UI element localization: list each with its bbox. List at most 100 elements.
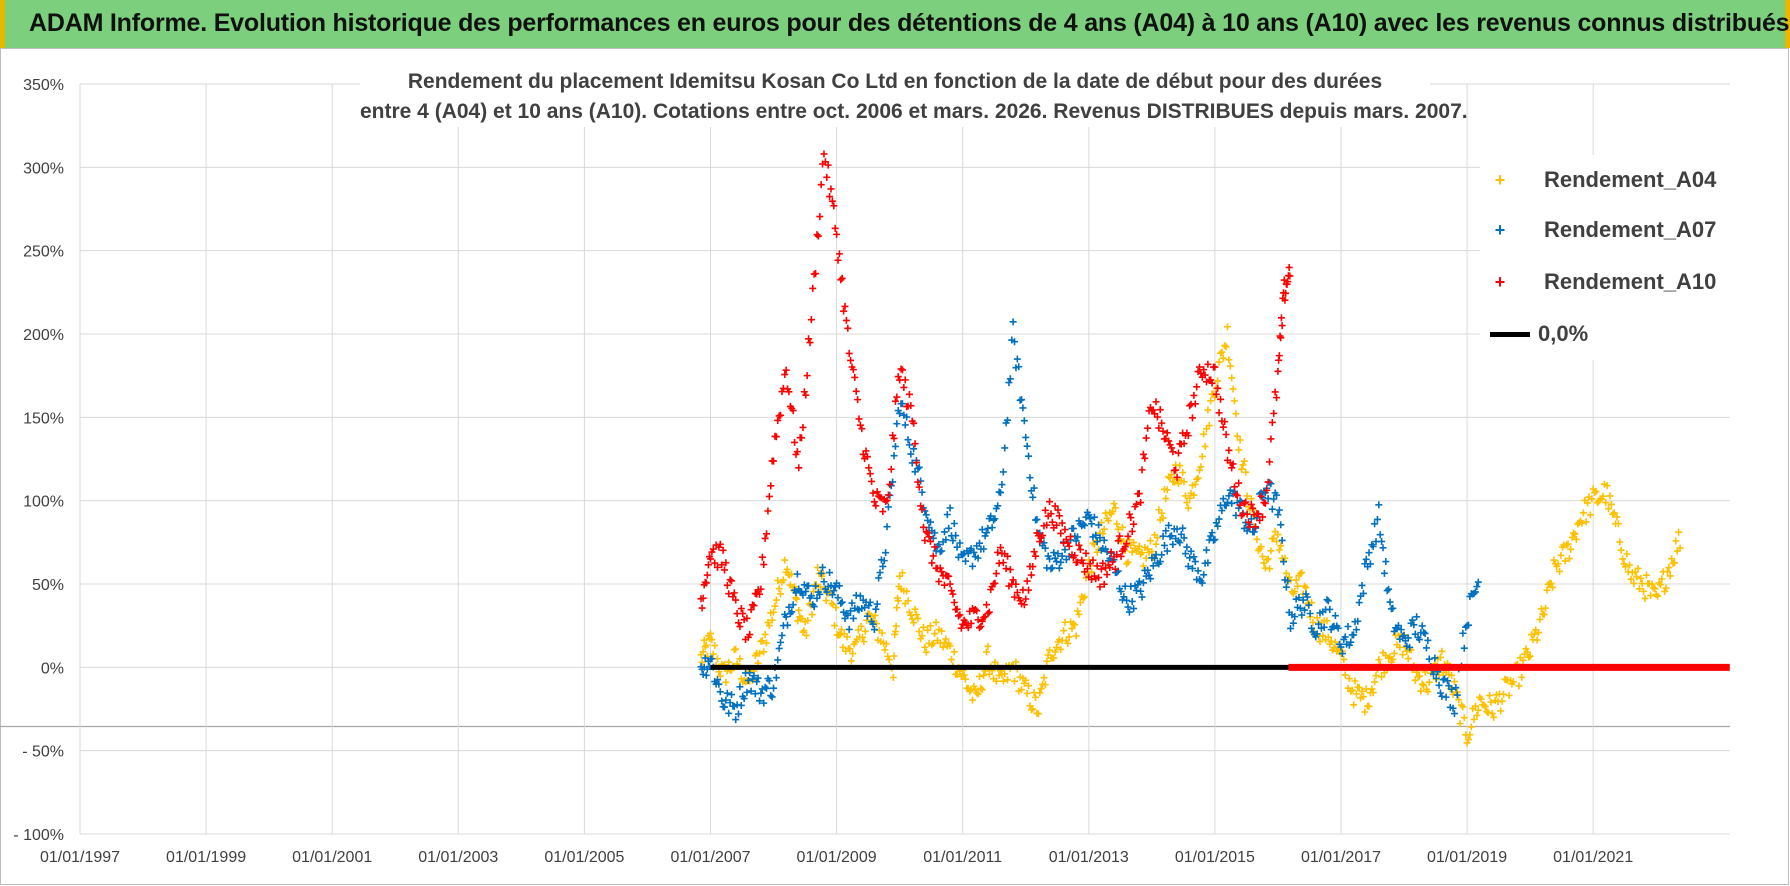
data-point xyxy=(709,650,717,658)
data-point xyxy=(980,671,988,679)
data-point xyxy=(890,434,898,442)
data-point xyxy=(1275,506,1283,514)
data-point xyxy=(1051,648,1059,656)
data-point xyxy=(831,583,839,591)
data-point xyxy=(1124,532,1132,540)
data-point xyxy=(898,569,906,577)
data-point xyxy=(862,447,870,455)
data-point xyxy=(1180,534,1188,542)
data-point xyxy=(1231,483,1238,491)
data-point xyxy=(1040,674,1048,682)
data-point xyxy=(1130,539,1138,547)
data-point xyxy=(1167,532,1175,540)
data-point xyxy=(1319,632,1327,640)
data-point xyxy=(1249,504,1257,512)
x-tick-label: 01/01/2003 xyxy=(418,849,498,866)
data-point xyxy=(872,502,880,510)
data-point xyxy=(882,549,890,557)
data-point xyxy=(772,596,780,604)
data-point xyxy=(1565,555,1573,563)
data-point xyxy=(789,407,797,415)
data-point xyxy=(940,581,948,589)
data-point xyxy=(1257,543,1265,551)
data-point xyxy=(1068,624,1076,632)
data-point xyxy=(777,638,785,646)
data-point xyxy=(1188,414,1196,422)
data-point xyxy=(1473,711,1481,719)
data-point xyxy=(1036,538,1044,546)
data-point xyxy=(1599,492,1607,500)
data-point xyxy=(843,633,851,641)
data-point xyxy=(1137,499,1145,507)
data-point xyxy=(994,548,1002,556)
data-point xyxy=(1197,463,1205,471)
data-point xyxy=(1190,391,1198,399)
data-point xyxy=(1240,457,1248,465)
data-point xyxy=(1654,592,1662,600)
data-point xyxy=(828,591,836,599)
data-point xyxy=(1012,580,1020,588)
data-point xyxy=(1277,334,1285,342)
data-point xyxy=(1308,624,1316,632)
data-point xyxy=(1053,643,1061,651)
data-point xyxy=(1350,631,1358,639)
data-point xyxy=(838,274,846,282)
data-point xyxy=(1039,532,1047,540)
data-point xyxy=(1238,465,1246,473)
data-point xyxy=(1174,449,1182,457)
data-point xyxy=(1236,501,1244,509)
data-point xyxy=(737,701,745,709)
data-point xyxy=(1009,318,1017,326)
data-point xyxy=(1075,541,1083,549)
x-tick-label: 01/01/2021 xyxy=(1553,849,1633,866)
data-point xyxy=(949,590,957,598)
data-point xyxy=(978,617,986,625)
data-point xyxy=(834,256,842,264)
data-point xyxy=(805,582,813,590)
data-point xyxy=(1658,575,1666,583)
data-point xyxy=(1148,548,1156,556)
data-point xyxy=(1222,343,1230,351)
data-point xyxy=(1439,676,1447,684)
data-point xyxy=(997,544,1005,552)
data-point xyxy=(936,564,944,572)
data-point xyxy=(1309,618,1317,626)
data-point xyxy=(940,639,948,647)
data-point xyxy=(726,699,734,707)
data-point xyxy=(914,614,922,622)
data-point xyxy=(1306,609,1314,617)
data-point xyxy=(771,602,779,610)
data-point xyxy=(915,483,923,491)
data-point xyxy=(721,566,729,574)
data-point xyxy=(991,579,999,587)
data-point xyxy=(1264,555,1272,563)
data-point xyxy=(978,686,986,694)
data-point xyxy=(949,537,957,545)
data-point xyxy=(1005,379,1013,387)
data-point xyxy=(860,638,868,646)
data-point xyxy=(1474,706,1482,714)
data-point xyxy=(1051,502,1059,510)
data-point xyxy=(1114,525,1122,533)
data-point xyxy=(922,648,930,656)
data-point xyxy=(1338,650,1346,658)
data-point xyxy=(883,523,891,531)
data-point xyxy=(974,690,982,698)
data-point xyxy=(1635,585,1643,593)
data-point xyxy=(798,615,806,623)
y-tick-label: 200% xyxy=(23,327,64,344)
data-point xyxy=(1294,582,1302,590)
data-point xyxy=(1134,581,1142,589)
data-point xyxy=(1211,536,1219,544)
data-point xyxy=(871,611,879,619)
data-point xyxy=(806,339,814,347)
data-point xyxy=(1286,272,1294,280)
data-point xyxy=(1509,678,1517,686)
data-point xyxy=(722,696,730,704)
y-tick-label: 150% xyxy=(23,410,64,427)
data-point xyxy=(1204,360,1212,368)
data-point xyxy=(1505,692,1513,700)
data-point xyxy=(1228,374,1236,382)
data-point xyxy=(1243,492,1251,500)
data-point xyxy=(1163,486,1171,494)
